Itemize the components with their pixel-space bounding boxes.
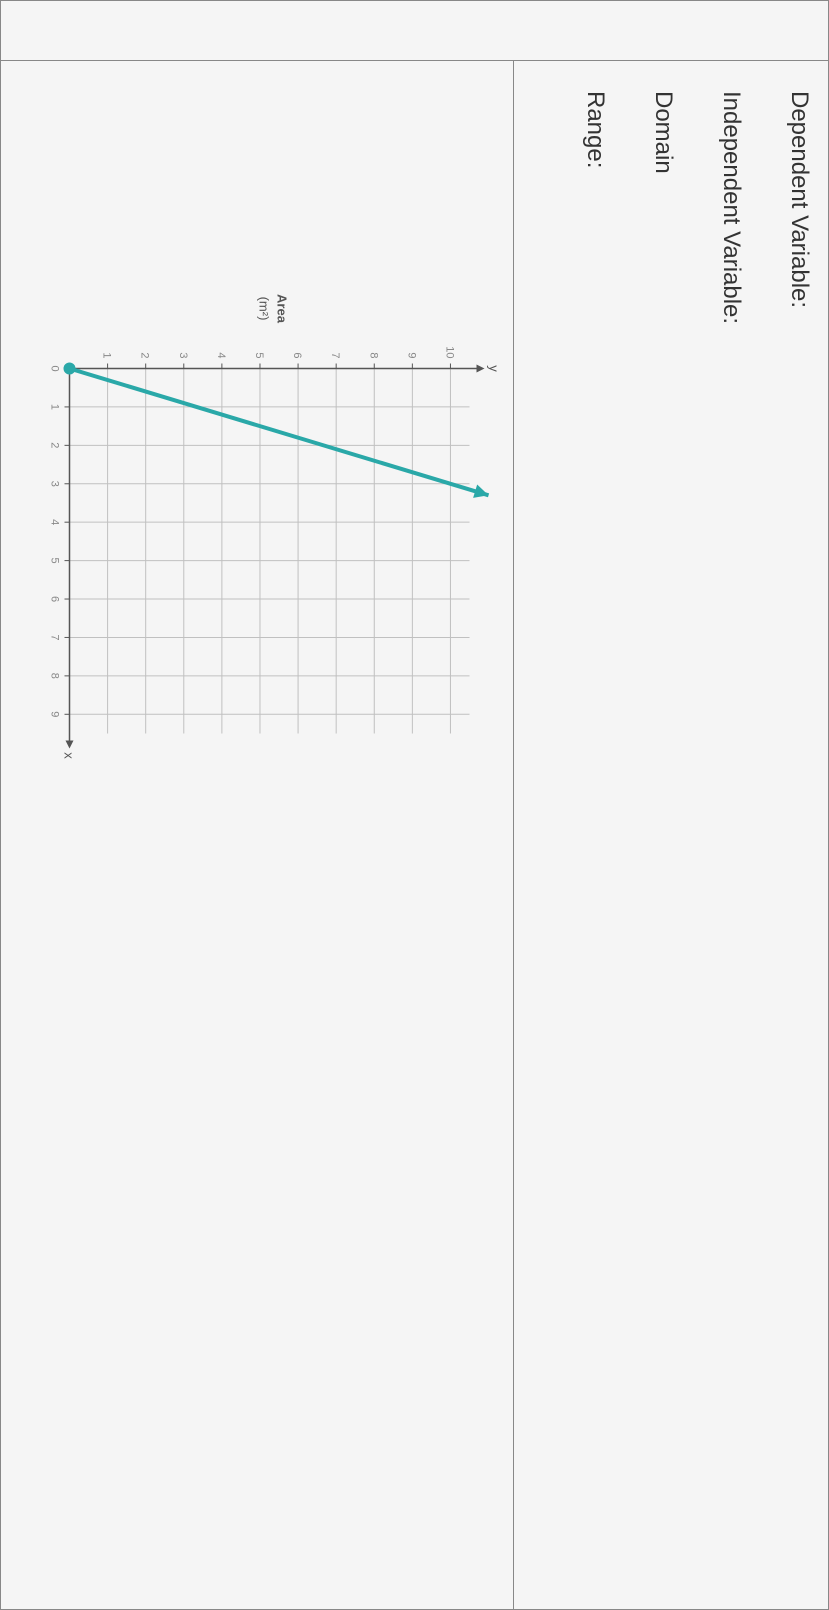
svg-text:6: 6 xyxy=(48,596,60,602)
svg-text:3: 3 xyxy=(177,352,189,358)
svg-text:2: 2 xyxy=(139,352,151,358)
y-axis-label: Area xyxy=(274,294,289,324)
chart-wrapper: 0 1 2 3 4 5 6 7 8 9 1 2 3 4 5 6 7 8 9 10 y x Area (m²) xyxy=(14,284,499,764)
svg-text:8: 8 xyxy=(48,673,60,679)
range-label: Range: xyxy=(581,91,609,168)
independent-variable-field: Independent Variable: xyxy=(717,91,745,324)
independent-label: Independent Variable: xyxy=(717,91,745,324)
svg-text:9: 9 xyxy=(405,352,417,358)
svg-text:7: 7 xyxy=(329,352,341,358)
dependent-label: Dependent Variable: xyxy=(785,91,813,308)
svg-text:5: 5 xyxy=(253,352,265,358)
x-right-label: x xyxy=(61,752,76,759)
svg-text:4: 4 xyxy=(215,352,227,358)
svg-text:10: 10 xyxy=(443,346,455,358)
top-divider xyxy=(1,1,828,61)
svg-text:8: 8 xyxy=(367,352,379,358)
dependent-variable-field: Dependent Variable: xyxy=(785,91,813,308)
tick-labels: 0 1 2 3 4 5 6 7 8 9 1 2 3 4 5 6 7 8 9 10 xyxy=(48,346,455,717)
chart-section: 0 1 2 3 4 5 6 7 8 9 1 2 3 4 5 6 7 8 9 10 y x Area (m²) xyxy=(1,61,514,1609)
svg-text:3: 3 xyxy=(48,481,60,487)
content-row: 0 1 2 3 4 5 6 7 8 9 1 2 3 4 5 6 7 8 9 10 y x Area (m²) Depe… xyxy=(1,61,828,1609)
line-chart: 0 1 2 3 4 5 6 7 8 9 1 2 3 4 5 6 7 8 9 10 y x Area (m²) xyxy=(19,284,499,764)
domain-label: Domain xyxy=(649,91,677,174)
domain-field: Domain xyxy=(649,91,677,174)
svg-text:1: 1 xyxy=(100,352,112,358)
data-line xyxy=(63,363,488,498)
grid-lines xyxy=(69,369,469,734)
range-field: Range: xyxy=(581,91,609,168)
svg-text:4: 4 xyxy=(48,519,60,525)
svg-text:7: 7 xyxy=(48,634,60,640)
main-container: 0 1 2 3 4 5 6 7 8 9 1 2 3 4 5 6 7 8 9 10 y x Area (m²) Depe… xyxy=(0,0,829,1610)
y-axis-unit: (m²) xyxy=(256,297,271,321)
svg-text:1: 1 xyxy=(48,404,60,410)
axes xyxy=(65,365,484,749)
form-section: Dependent Variable: Independent Variable… xyxy=(514,61,828,1609)
svg-text:0: 0 xyxy=(48,365,60,371)
svg-text:6: 6 xyxy=(291,352,303,358)
svg-text:5: 5 xyxy=(48,558,60,564)
y-top-label: y xyxy=(486,365,499,372)
svg-text:2: 2 xyxy=(48,442,60,448)
svg-text:9: 9 xyxy=(48,711,60,717)
